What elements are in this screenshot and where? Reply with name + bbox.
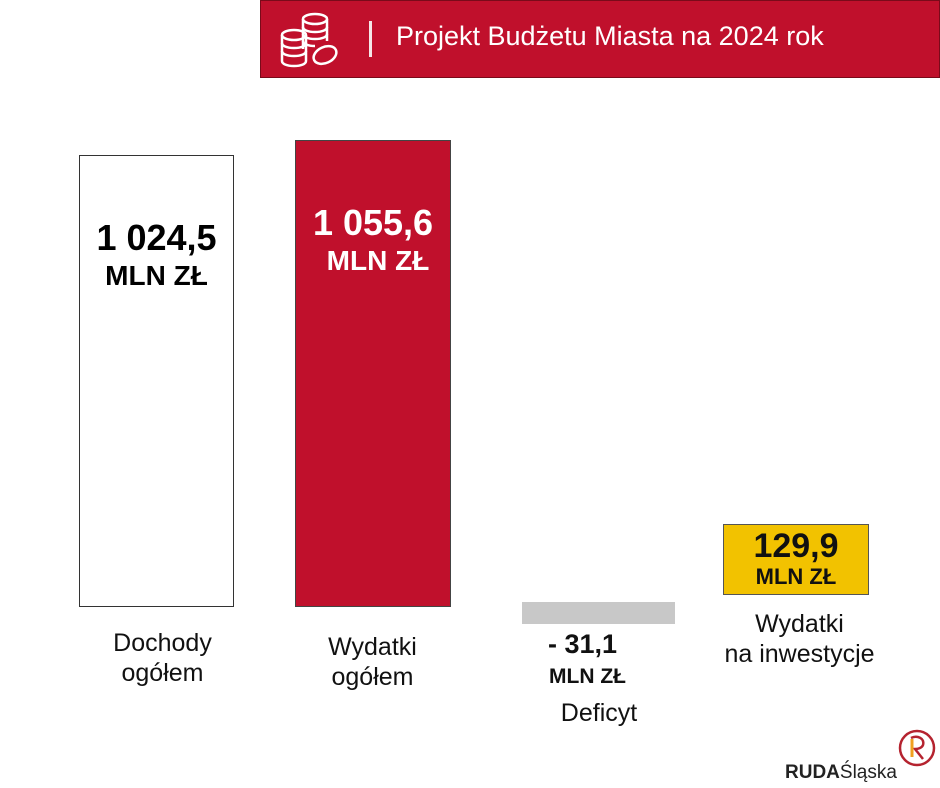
label-line: ogółem <box>121 659 204 687</box>
deficit-unit: MLN ZŁ <box>549 665 626 688</box>
header-separator <box>369 21 372 57</box>
logo-regular: Śląska <box>839 762 897 783</box>
header-banner: Projekt Budżetu Miasta na 2024 rok <box>260 0 940 78</box>
coins-icon <box>280 12 338 68</box>
ruda-slaska-logo-text: RUDAŚląska <box>785 762 897 784</box>
label-wydatki: Wydatki ogółem <box>300 632 445 692</box>
label-line: ogółem <box>331 663 414 691</box>
bar-value: 129,9 <box>753 527 839 565</box>
bar-dochody: 1 024,5 MLN ZŁ <box>79 155 234 607</box>
label-line: Wydatki <box>328 633 417 661</box>
bar-unit: MLN ZŁ <box>755 564 837 589</box>
label-line: na inwestycje <box>724 640 875 668</box>
bar-value: 1 024,5 <box>96 217 217 258</box>
label-line: Wydatki <box>755 610 844 638</box>
ruda-slaska-logo-icon <box>898 729 936 767</box>
logo-bold: RUDA <box>785 762 840 783</box>
bar-deficyt <box>522 602 675 624</box>
bar-unit: MLN ZŁ <box>105 260 208 291</box>
bar-wydatki: 1 055,6 MLN ZŁ <box>295 140 451 607</box>
bar-inwestycje: 129,9 MLN ZŁ <box>723 524 869 595</box>
bar-unit: MLN ZŁ <box>326 245 430 276</box>
page-title: Projekt Budżetu Miasta na 2024 rok <box>396 21 824 51</box>
deficit-value: - 31,1 <box>548 629 618 659</box>
label-deficyt: Deficyt <box>560 699 638 727</box>
label-dochody: Dochody ogółem <box>90 628 235 688</box>
label-inwestycje: Wydatki na inwestycje <box>712 609 887 669</box>
bar-value: 1 055,6 <box>312 202 434 243</box>
label-line: Dochody <box>113 629 212 657</box>
